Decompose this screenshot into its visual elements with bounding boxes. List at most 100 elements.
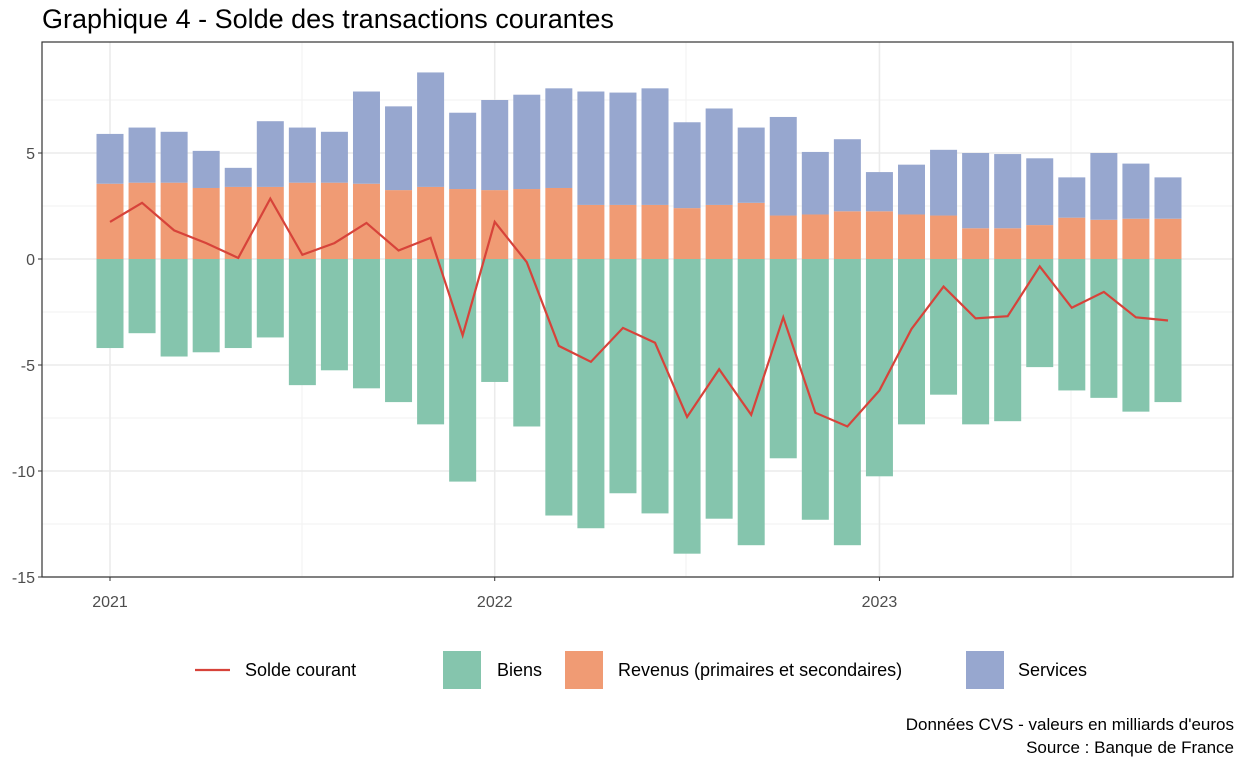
- y-tick-label: -5: [21, 358, 35, 375]
- bar-biens: [352, 259, 380, 389]
- bar-revenus: [865, 211, 893, 259]
- bar-biens: [577, 259, 605, 529]
- bar-revenus: [930, 215, 958, 259]
- bar-revenus: [609, 204, 637, 259]
- bar-services: [865, 172, 893, 212]
- bar-revenus: [128, 182, 156, 259]
- bar-biens: [1090, 259, 1118, 398]
- bar-services: [962, 153, 990, 229]
- bar-biens: [96, 259, 124, 349]
- bar-biens: [769, 259, 797, 459]
- bar-biens: [256, 259, 284, 338]
- bar-revenus: [1058, 217, 1086, 259]
- y-tick-label: 0: [26, 252, 35, 269]
- bar-revenus: [1090, 219, 1118, 259]
- bar-revenus: [160, 182, 188, 259]
- bar-services: [481, 100, 509, 191]
- bar-services: [641, 88, 669, 205]
- line-solde-courant: [109, 196, 1169, 428]
- plot-panel: [42, 42, 1233, 577]
- bar-revenus: [898, 214, 925, 259]
- bar-services: [352, 91, 380, 184]
- bar-revenus: [833, 211, 861, 259]
- bar-services: [385, 106, 413, 191]
- bar-biens: [1026, 259, 1054, 368]
- bar-revenus: [994, 228, 1022, 259]
- bar-services: [1154, 177, 1182, 219]
- bar-biens: [128, 259, 156, 334]
- bar-services: [96, 133, 124, 184]
- bar-services: [994, 154, 1022, 229]
- legend-label-services: Services: [1018, 660, 1087, 680]
- bar-services: [1058, 177, 1086, 218]
- bar-revenus: [705, 204, 733, 259]
- bar-services: [1122, 163, 1150, 219]
- x-tick-label: 2022: [477, 594, 513, 611]
- y-tick-label: -15: [12, 570, 35, 587]
- bar-revenus: [449, 189, 477, 259]
- caption-units: Données CVS - valeurs en milliards d'eur…: [905, 715, 1234, 734]
- legend-label-revenus: Revenus (primaires et secondaires): [618, 660, 902, 680]
- bar-revenus: [1026, 225, 1054, 259]
- bar-biens: [673, 259, 701, 554]
- bar-services: [737, 127, 765, 203]
- bar-revenus: [385, 190, 413, 259]
- x-tick-label: 2023: [862, 594, 898, 611]
- bar-services: [577, 91, 605, 205]
- bar-services: [128, 127, 156, 183]
- bar-biens: [609, 259, 637, 494]
- caption-source: Source : Banque de France: [1026, 738, 1234, 757]
- legend-key-services: [966, 651, 1004, 689]
- bar-services: [801, 151, 829, 215]
- bar-revenus: [962, 228, 990, 259]
- bar-revenus: [769, 215, 797, 259]
- bar-services: [1026, 158, 1054, 226]
- bar-services: [545, 88, 573, 188]
- bar-services: [769, 116, 797, 216]
- x-tick-label: 2021: [92, 594, 128, 611]
- bar-biens: [417, 259, 445, 425]
- bar-revenus: [288, 182, 316, 259]
- legend-label-biens: Biens: [497, 660, 542, 680]
- bar-revenus: [673, 208, 701, 259]
- bar-biens: [833, 259, 861, 546]
- bar-biens: [288, 259, 316, 386]
- legend: Solde courant Biens Revenus (primaires et …: [195, 651, 1087, 689]
- bar-revenus: [352, 183, 380, 259]
- bar-services: [160, 131, 188, 183]
- bar-biens: [898, 259, 925, 425]
- bar-services: [513, 94, 541, 190]
- legend-label-solde-courant: Solde courant: [245, 660, 356, 680]
- bar-biens: [962, 259, 990, 425]
- bar-biens: [160, 259, 188, 357]
- bar-biens: [1058, 259, 1086, 391]
- bar-services: [224, 167, 252, 187]
- bar-revenus: [224, 186, 252, 259]
- plot-border: [41, 41, 1234, 578]
- bar-services: [1090, 153, 1118, 220]
- bar-services: [417, 72, 445, 187]
- bar-services: [898, 164, 925, 215]
- bar-services: [673, 122, 701, 209]
- bar-biens: [641, 259, 669, 514]
- bar-revenus: [801, 214, 829, 259]
- bar-biens: [1154, 259, 1182, 403]
- bar-services: [833, 139, 861, 212]
- bar-biens: [1122, 259, 1150, 412]
- bar-biens: [481, 259, 509, 382]
- bar-services: [320, 131, 348, 183]
- bar-biens: [320, 259, 348, 371]
- bar-biens: [801, 259, 829, 520]
- bar-services: [705, 108, 733, 205]
- bar-services: [930, 149, 958, 216]
- bar-services: [192, 150, 220, 188]
- bar-revenus: [737, 202, 765, 259]
- bar-biens: [192, 259, 220, 353]
- bar-revenus: [641, 204, 669, 259]
- bar-biens: [545, 259, 573, 516]
- bar-services: [256, 121, 284, 187]
- bar-biens: [930, 259, 958, 395]
- bar-services: [449, 112, 477, 190]
- bar-services: [288, 127, 316, 183]
